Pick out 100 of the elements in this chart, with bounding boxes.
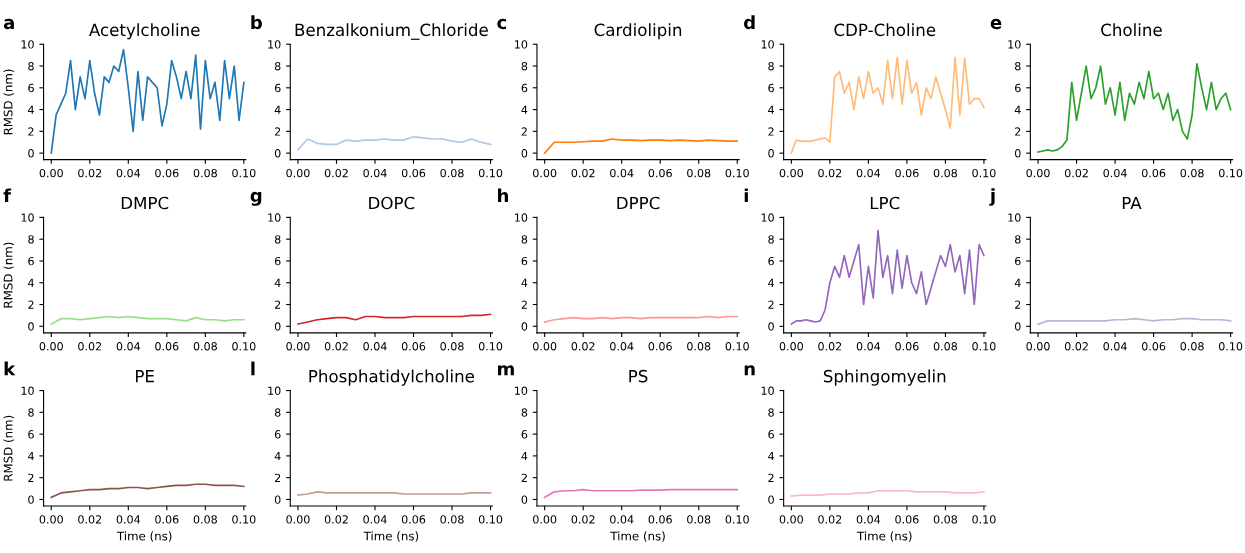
x-tick-label: 0.02 — [324, 342, 348, 351]
y-tick-label: 0 — [28, 149, 34, 158]
y-tick-label: 4 — [28, 278, 34, 287]
x-tick-label: 0.00 — [1026, 168, 1050, 178]
y-tick-label: 2 — [1015, 127, 1021, 136]
text: n — [744, 365, 755, 376]
y-tick-label: 8 — [28, 235, 34, 244]
y-tick-label: 2 — [1015, 300, 1021, 309]
x-tick-label: 0.06 — [155, 515, 179, 524]
y-tick-label: 4 — [768, 278, 774, 287]
y-tick-label: 10 — [21, 213, 34, 222]
y-tick-label: 10 — [268, 213, 281, 222]
x-tick-label: 0.08 — [440, 168, 464, 178]
chart-title: Cardiolipin — [594, 23, 682, 40]
chart-title: CDP-Choline — [834, 23, 936, 37]
y-tick-label: 6 — [768, 256, 774, 266]
x-tick-label: 0.08 — [933, 342, 958, 351]
y-tick-label: 10 — [515, 386, 528, 395]
x-tick-label: 0.08 — [193, 515, 217, 524]
chart-title: Benzalkonium_Chloride — [295, 23, 488, 40]
y-tick-label: 6 — [768, 430, 774, 439]
x-tick-label: 0.06 — [895, 342, 919, 351]
x-tick-label: 0.00 — [779, 515, 803, 524]
chart-title: Choline — [1101, 23, 1162, 37]
y-tick-label: 2 — [768, 300, 774, 309]
x-tick-label: 0.10 — [972, 515, 996, 524]
y-tick-label: 6 — [28, 430, 34, 439]
chart-title: Phosphatidylcholine — [309, 369, 475, 386]
y-tick-label: 8 — [274, 235, 281, 244]
text: e — [990, 18, 1002, 30]
y-tick-label: 6 — [521, 83, 528, 93]
text: f — [3, 188, 12, 203]
x-tick-label: 0.08 — [440, 515, 464, 524]
x-tick-label: 0.06 — [895, 515, 919, 524]
x-tick-label: 0.06 — [1141, 342, 1166, 351]
y-tick-label: 2 — [521, 127, 527, 136]
text: l — [251, 361, 255, 376]
x-tick-label: 0.02 — [324, 515, 348, 524]
y-tick-label: 2 — [274, 473, 281, 482]
y-tick-label: 0 — [274, 495, 281, 504]
y-tick-label: 4 — [521, 105, 528, 114]
y-axis-title: RMSD (nm) — [3, 242, 14, 308]
x-tick-label: 0.04 — [610, 515, 634, 524]
y-tick-label: 4 — [28, 105, 34, 114]
x-tick-label: 0.06 — [1141, 168, 1166, 178]
x-tick-label: 0.00 — [286, 168, 310, 178]
x-tick-label: 0.02 — [571, 342, 595, 351]
x-tick-label: 0.10 — [478, 168, 503, 178]
text: m — [498, 365, 514, 376]
y-tick-label: 8 — [274, 408, 281, 417]
x-tick-label: 0.10 — [725, 168, 749, 178]
x-tick-label: 0.10 — [232, 168, 256, 178]
x-tick-label: 0.06 — [401, 168, 426, 178]
x-tick-label: 0.04 — [856, 342, 881, 351]
line-series — [543, 488, 739, 499]
x-tick-label: 0.02 — [1064, 342, 1088, 351]
x-tick-label: 0.06 — [401, 515, 426, 524]
x-tick-label: 0.02 — [78, 515, 102, 524]
x-tick-label: 0.02 — [78, 342, 102, 351]
y-tick-label: 4 — [274, 105, 281, 114]
x-tick-label: 0.08 — [193, 342, 217, 351]
x-tick-label: 0.10 — [1218, 168, 1243, 178]
y-tick-label: 4 — [768, 105, 774, 114]
y-tick-label: 10 — [268, 40, 281, 49]
x-tick-label: 0.08 — [1180, 168, 1204, 178]
y-tick-label: 6 — [274, 83, 281, 93]
y-tick-label: 8 — [28, 408, 34, 417]
y-tick-label: 8 — [768, 408, 774, 417]
y-tick-label: 8 — [28, 62, 34, 71]
y-tick-label: 2 — [274, 127, 281, 136]
y-tick-label: 6 — [28, 83, 34, 93]
line-series — [1037, 63, 1232, 153]
x-axis-title: Time (ns) — [363, 531, 419, 542]
y-tick-label: 2 — [521, 300, 527, 309]
y-tick-label: 4 — [521, 278, 528, 287]
y-tick-label: 10 — [21, 40, 34, 49]
text: c — [497, 18, 507, 30]
y-tick-label: 4 — [274, 278, 281, 287]
line-series — [50, 483, 245, 499]
y-tick-label: 6 — [28, 256, 34, 266]
y-tick-label: 10 — [515, 213, 528, 222]
y-tick-label: 6 — [768, 83, 774, 93]
x-tick-label: 0.02 — [818, 168, 842, 178]
x-tick-label: 0.08 — [933, 168, 958, 178]
chart-title: PS — [629, 369, 648, 383]
x-tick-label: 0.10 — [972, 168, 996, 178]
y-tick-label: 6 — [521, 256, 528, 266]
text: d — [744, 15, 755, 30]
chart-title: LPC — [870, 196, 900, 210]
x-tick-label: 0.02 — [324, 168, 348, 178]
x-tick-label: 0.00 — [533, 168, 557, 178]
y-tick-label: 8 — [521, 62, 528, 71]
y-tick-label: 10 — [515, 40, 528, 49]
y-tick-label: 2 — [28, 127, 34, 136]
y-tick-label: 0 — [768, 322, 774, 331]
x-axis-title: Time (ns) — [610, 531, 665, 542]
y-tick-label: 0 — [768, 495, 774, 504]
chart-title: DPPC — [617, 196, 660, 210]
y-tick-label: 6 — [274, 256, 281, 266]
line-series — [543, 138, 739, 154]
